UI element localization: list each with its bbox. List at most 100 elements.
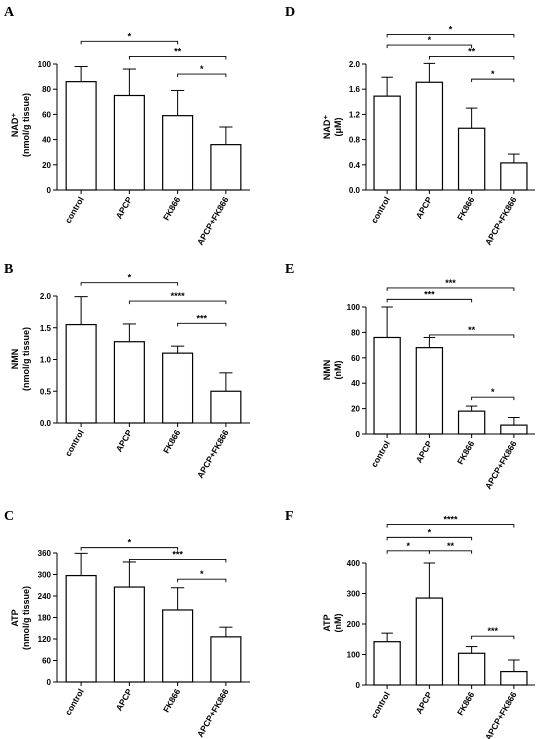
panel-letter: B <box>4 262 13 277</box>
significance-bracket <box>177 73 227 78</box>
significance-bracket <box>80 547 179 551</box>
y-tick-label: 80 <box>351 328 360 337</box>
significance-bracket <box>386 536 473 541</box>
y-tick-label: 1.6 <box>349 85 361 94</box>
significance-label: * <box>200 569 204 579</box>
x-category-label: APCP <box>114 195 135 221</box>
significance-label: * <box>406 541 410 551</box>
bar <box>65 81 97 191</box>
bar <box>65 574 97 683</box>
y-tick-label: 100 <box>347 303 361 312</box>
bar <box>415 597 444 686</box>
significance-bracket <box>386 550 430 554</box>
x-category-label: control <box>369 690 392 720</box>
significance-bracket <box>386 287 515 291</box>
x-category-label: control <box>63 428 86 458</box>
panel-e: E NMN(nM) 0 20 40 60 80 100 control APCP FK866 APCP… <box>285 262 535 491</box>
significance-label: * <box>128 273 132 283</box>
significance-label: *** <box>172 549 183 559</box>
bar <box>373 95 401 191</box>
panel-letter: D <box>285 5 295 20</box>
y-tick-label: 40 <box>42 136 51 145</box>
significance-bracket <box>386 524 515 528</box>
x-category-label: FK866 <box>455 195 477 222</box>
y-tick-label: 200 <box>347 620 361 629</box>
y-tick-label: 120 <box>38 635 52 644</box>
x-category-label: FK866 <box>455 690 477 717</box>
significance-label: * <box>128 31 132 41</box>
bar <box>162 609 194 683</box>
significance-label: *** <box>487 626 498 636</box>
x-category-label: APCP <box>114 687 135 713</box>
y-axis-label-line: ATP <box>322 614 332 631</box>
y-tick-label: 0.0 <box>349 186 361 195</box>
bar <box>373 336 401 435</box>
y-axis-label-line: (nM) <box>333 361 343 380</box>
y-tick-label: 60 <box>351 354 360 363</box>
y-tick-label: 0 <box>356 681 361 690</box>
x-category-label: APCP+FK866 <box>483 439 519 491</box>
significance-bracket <box>80 282 179 286</box>
x-category-label: APCP+FK866 <box>195 687 231 739</box>
y-tick-label: 0.5 <box>40 387 52 396</box>
x-category-label: APCP+FK866 <box>483 690 519 739</box>
panel-a: A NAD⁺(nmol/g tissue) 0 20 40 60 80 100 control A… <box>4 5 250 247</box>
bar <box>113 586 145 683</box>
x-category-label: APCP+FK866 <box>483 195 519 247</box>
x-category-label: FK866 <box>455 439 477 466</box>
x-category-label: FK866 <box>161 195 183 222</box>
significance-label: ** <box>447 541 455 551</box>
significance-label: * <box>449 24 453 34</box>
x-category-label: control <box>369 195 392 225</box>
significance-bracket <box>128 300 227 305</box>
significance-bracket <box>177 322 227 327</box>
y-tick-label: 1.5 <box>40 324 52 333</box>
significance-bracket <box>386 298 473 303</box>
significance-label: ** <box>468 325 476 335</box>
significance-bracket <box>386 44 473 49</box>
y-tick-label: 0 <box>47 186 52 195</box>
y-tick-label: 40 <box>351 379 360 388</box>
y-tick-label: 0.0 <box>40 419 52 428</box>
x-category-label: APCP+FK866 <box>195 195 231 247</box>
y-axis-label-line: NMN <box>322 360 332 381</box>
panel-letter: A <box>4 5 15 20</box>
y-axis-label: NMN(nM) <box>322 360 343 381</box>
bar <box>210 390 242 424</box>
bar <box>415 81 444 191</box>
significance-label: **** <box>171 291 186 301</box>
significance-label: ** <box>468 46 476 56</box>
panel-b: B NMN(nmol/g tissue) 0.0 0.5 1.0 1.5 2.0 contro… <box>4 262 250 480</box>
y-axis-label-line: NAD⁺ <box>322 115 332 139</box>
significance-bracket <box>428 334 515 338</box>
y-axis-label-line: ATP <box>10 609 20 626</box>
y-tick-label: 0 <box>47 678 52 687</box>
x-category-label: APCP <box>114 428 135 454</box>
bar <box>210 144 242 191</box>
bar <box>210 636 242 683</box>
y-axis-label-line: (nmol/g tissue) <box>21 327 31 391</box>
y-tick-label: 100 <box>38 60 52 69</box>
bar <box>415 347 444 435</box>
bar <box>500 424 528 435</box>
bar <box>65 323 97 424</box>
x-category-label: APCP+FK866 <box>195 428 231 480</box>
significance-bracket <box>128 55 227 60</box>
y-tick-label: 0 <box>356 430 361 439</box>
significance-bracket <box>80 40 179 45</box>
y-axis-label: NAD⁺(nmol/g tissue) <box>10 93 31 157</box>
significance-label: * <box>491 69 495 79</box>
y-tick-label: 20 <box>351 405 360 414</box>
bar <box>373 641 401 686</box>
y-axis-label-line: (nM) <box>333 614 343 633</box>
panel-letter: E <box>285 262 294 277</box>
significance-label: *** <box>196 313 207 323</box>
y-axis-label: NAD⁺(μM) <box>322 115 343 139</box>
significance-label: * <box>491 387 495 397</box>
y-tick-label: 180 <box>38 614 52 623</box>
significance-bracket <box>177 578 227 583</box>
significance-bracket <box>471 635 515 640</box>
significance-bracket <box>428 550 473 554</box>
x-category-label: control <box>63 195 86 225</box>
y-tick-label: 0.8 <box>349 136 361 145</box>
